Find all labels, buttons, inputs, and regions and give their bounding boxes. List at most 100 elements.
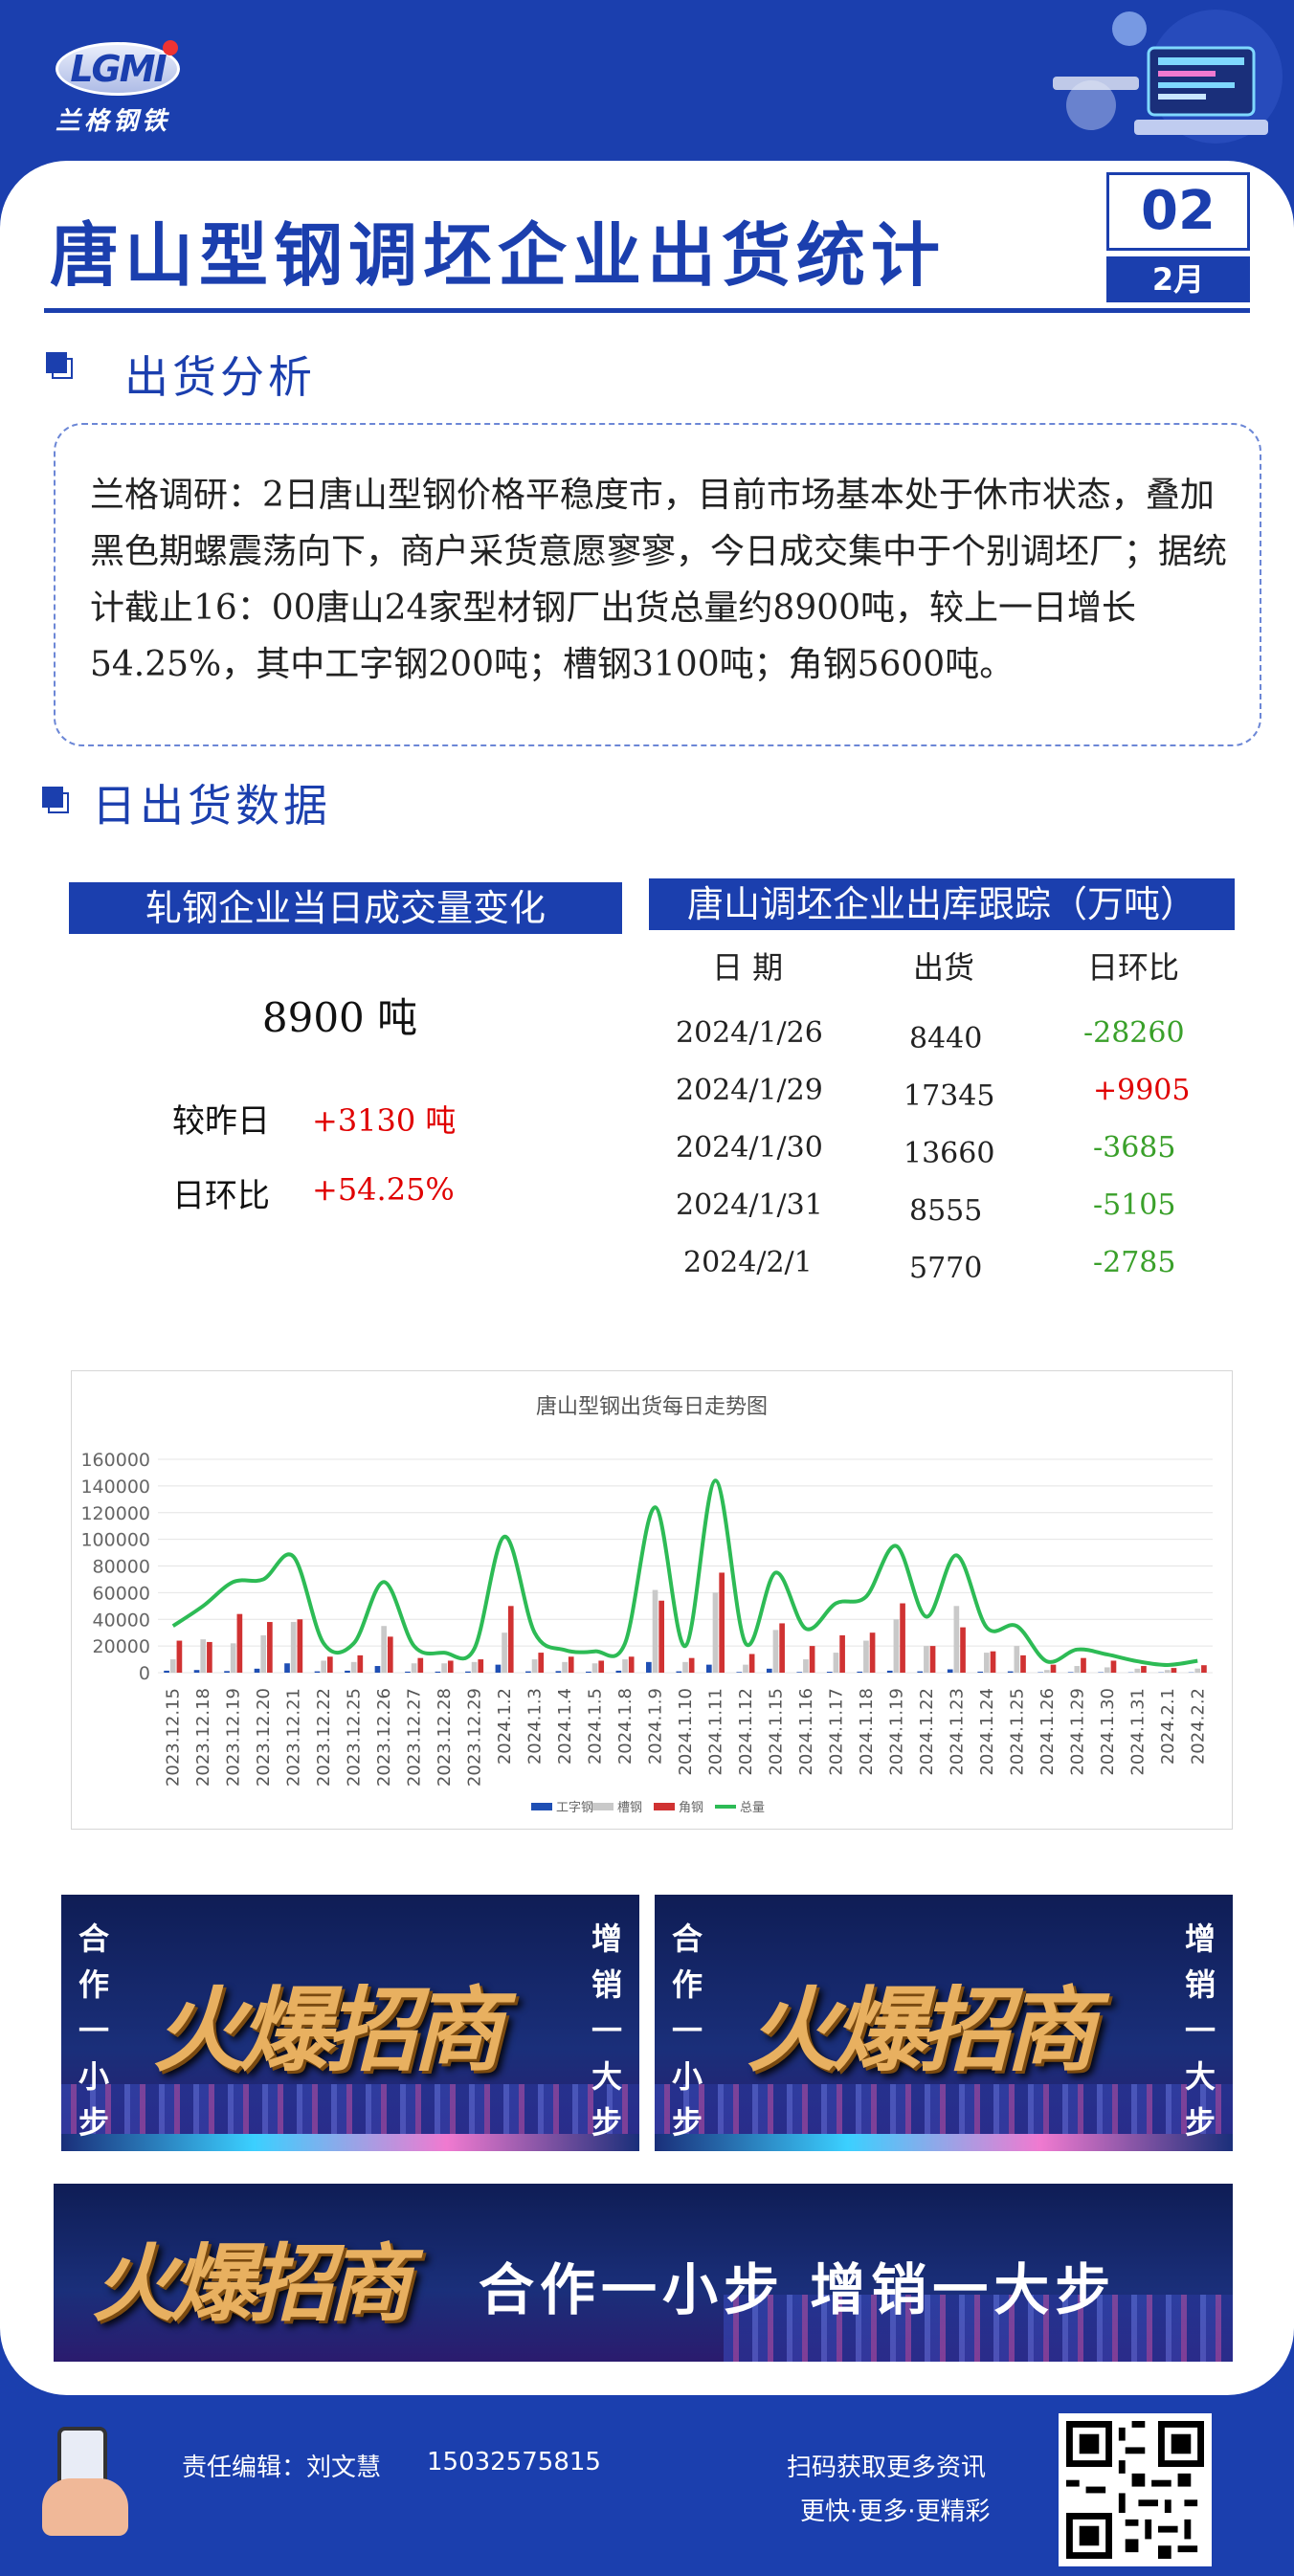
bar-工字钢	[224, 1671, 230, 1673]
y-tick-label: 80000	[93, 1557, 150, 1578]
page-title: 唐山型钢调坯企业出货统计	[50, 214, 947, 296]
bar-角钢	[507, 1606, 514, 1673]
x-tick-label: 2023.12.21	[284, 1688, 304, 1787]
banner-headline: 火爆招商	[153, 1976, 503, 2084]
bar-槽钢	[1014, 1646, 1020, 1673]
qr-code-icon	[1066, 2421, 1204, 2559]
y-tick-label: 0	[139, 1663, 150, 1684]
banner-side-text: 增销一大步	[591, 1921, 622, 2141]
bar-角钢	[1141, 1666, 1147, 1673]
banner-side-text: 合作一小步	[671, 1921, 703, 2141]
editor-phone: 15032575815	[427, 2448, 601, 2476]
col-header-date: 日 期	[712, 949, 784, 986]
bar-角钢	[478, 1659, 484, 1673]
bar-角钢	[267, 1622, 273, 1673]
banner-side-text: 合作一小步	[78, 1921, 109, 2141]
tagline: 更快·更多·更精彩	[800, 2498, 991, 2526]
x-tick-label: 2024.1.16	[796, 1688, 816, 1776]
bar-槽钢	[924, 1646, 929, 1673]
promo-banner-left[interactable]: 合作一小步 增销一大步 火爆招商	[61, 1895, 639, 2151]
x-tick-label: 2023.12.19	[224, 1688, 244, 1787]
bar-槽钢	[411, 1663, 417, 1673]
x-tick-label: 2024.1.18	[857, 1688, 877, 1776]
bar-角钢	[327, 1656, 333, 1673]
bar-角钢	[719, 1572, 725, 1673]
bar-工字钢	[736, 1672, 743, 1673]
promo-banner-wide[interactable]: 火爆招商	[54, 2184, 1233, 2362]
bar-角钢	[779, 1623, 785, 1673]
legend-swatch	[654, 1803, 675, 1810]
table-row-change: -5105	[1093, 1188, 1176, 1222]
bar-工字钢	[1067, 1672, 1074, 1673]
x-tick-label: 2024.1.23	[947, 1688, 967, 1776]
scan-text: 扫码获取更多资讯	[787, 2454, 987, 2482]
y-tick-label: 160000	[80, 1450, 150, 1471]
bar-槽钢	[591, 1663, 598, 1673]
bar-角钢	[357, 1654, 364, 1673]
x-tick-label: 2024.1.26	[1037, 1688, 1058, 1776]
bar-槽钢	[1164, 1670, 1171, 1673]
bar-槽钢	[350, 1661, 357, 1673]
bar-工字钢	[886, 1670, 893, 1673]
month-badge: 2月	[1106, 256, 1250, 302]
banner-slogan: 合作一小步 增销一大步	[479, 2257, 1117, 2322]
bar-工字钢	[1007, 1671, 1014, 1673]
x-tick-label: 2023.12.20	[254, 1688, 274, 1787]
bar-槽钢	[1134, 1668, 1141, 1673]
x-tick-label: 2024.1.2	[495, 1688, 515, 1765]
y-tick-label: 40000	[93, 1610, 150, 1631]
bar-槽钢	[531, 1659, 538, 1673]
y-tick-label: 120000	[80, 1503, 150, 1524]
bar-角钢	[1201, 1665, 1207, 1673]
x-tick-label: 2023.12.29	[465, 1688, 485, 1787]
bar-槽钢	[321, 1660, 327, 1673]
legend-swatch	[592, 1803, 614, 1810]
bar-槽钢	[953, 1606, 960, 1673]
vs-yesterday-label: 较昨日	[172, 1102, 270, 1141]
bar-工字钢	[164, 1670, 169, 1673]
bar-槽钢	[230, 1643, 236, 1673]
bar-工字钢	[465, 1671, 471, 1673]
table-row-date: 2024/2/1	[683, 1246, 813, 1279]
bar-槽钢	[743, 1664, 748, 1673]
y-tick-label: 140000	[80, 1477, 150, 1498]
bar-角钢	[748, 1654, 755, 1673]
x-tick-label: 2024.1.22	[917, 1688, 937, 1776]
x-tick-label: 2024.1.25	[1007, 1688, 1027, 1776]
logo-text: LGMI	[70, 48, 167, 90]
bar-工字钢	[193, 1670, 200, 1673]
table-row-ship: 13660	[904, 1137, 995, 1170]
x-tick-label: 2024.1.3	[525, 1688, 546, 1765]
bar-槽钢	[260, 1634, 267, 1673]
bar-角钢	[688, 1657, 695, 1673]
bar-工字钢	[435, 1671, 441, 1673]
bar-角钢	[658, 1600, 665, 1673]
legend-label: 总量	[740, 1801, 765, 1815]
qr-code[interactable]	[1059, 2413, 1212, 2566]
promo-banner-right[interactable]: 合作一小步 增销一大步 火爆招商	[655, 1895, 1233, 2151]
legend-swatch	[531, 1803, 552, 1810]
x-tick-label: 2024.1.4	[555, 1688, 575, 1765]
bar-角钢	[839, 1634, 845, 1673]
banner-headline: 火爆招商	[747, 1976, 1097, 2084]
editor-label: 责任编辑：刘文慧	[182, 2454, 382, 2482]
x-tick-label: 2024.1.11	[705, 1688, 725, 1776]
x-tick-label: 2024.1.12	[736, 1688, 756, 1776]
brand-logo: LGMI 兰格钢铁	[48, 36, 182, 142]
bar-槽钢	[682, 1661, 688, 1673]
bar-工字钢	[857, 1671, 863, 1673]
table-row-change: -3685	[1093, 1131, 1176, 1165]
x-tick-label: 2023.12.25	[345, 1688, 365, 1787]
bar-槽钢	[984, 1653, 990, 1673]
bar-工字钢	[615, 1670, 622, 1673]
bar-槽钢	[441, 1663, 447, 1673]
bar-工字钢	[947, 1669, 953, 1673]
x-tick-label: 2024.1.8	[615, 1688, 636, 1765]
bar-角钢	[990, 1651, 996, 1673]
y-tick-label: 60000	[93, 1583, 150, 1604]
x-tick-label: 2024.1.31	[1127, 1688, 1148, 1776]
bar-工字钢	[555, 1671, 562, 1673]
table-row-ship: 5770	[909, 1252, 983, 1285]
table-row-date: 2024/1/26	[676, 1016, 823, 1050]
bar-工字钢	[586, 1671, 591, 1673]
